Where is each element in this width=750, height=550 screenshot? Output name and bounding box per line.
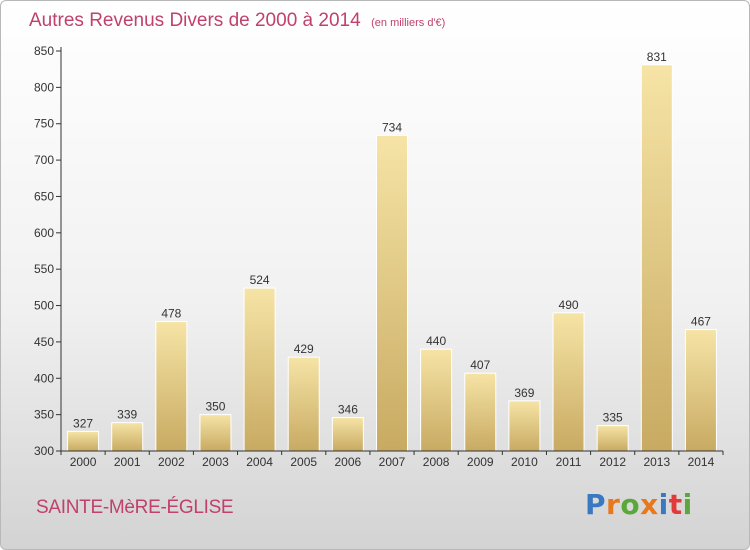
commune-name: SAINTE-MèRE-ÉGLISE	[36, 497, 234, 518]
bar	[287, 356, 320, 452]
x-tick-label: 2001	[114, 455, 141, 469]
logo-letter: i	[682, 488, 693, 521]
logo-letter: i	[658, 488, 669, 521]
x-tick-label: 2010	[511, 455, 538, 469]
bar	[596, 425, 629, 452]
x-tick-label: 2012	[599, 455, 626, 469]
logo-letter: x	[640, 488, 659, 521]
y-tick-label: 350	[34, 408, 54, 422]
bar	[684, 329, 717, 452]
y-tick-label: 400	[34, 371, 54, 385]
bar	[155, 321, 188, 452]
chart-title: Autres Revenus Divers de 2000 à 2014 (en…	[29, 10, 445, 32]
bar	[640, 64, 673, 452]
data-label: 831	[647, 50, 667, 64]
proxiti-logo[interactable]: Proxiti	[585, 488, 693, 521]
data-label: 467	[691, 315, 711, 329]
y-tick-label: 550	[34, 262, 54, 276]
data-label: 407	[470, 358, 490, 372]
data-label: 490	[559, 298, 579, 312]
data-label: 327	[73, 416, 93, 430]
bar	[67, 430, 100, 452]
data-label: 339	[117, 408, 137, 422]
logo-letter: o	[620, 488, 641, 521]
title-main: Autres Revenus Divers de 2000 à 2014	[29, 10, 361, 31]
x-tick-label: 2004	[246, 455, 273, 469]
bar	[464, 372, 497, 452]
logo-letter: r	[606, 488, 621, 521]
y-tick-label: 500	[34, 299, 54, 313]
x-tick-label: 2013	[643, 455, 670, 469]
bar	[243, 287, 276, 452]
x-tick-label: 2011	[556, 455, 582, 469]
y-tick-label: 700	[34, 153, 54, 167]
bar	[331, 417, 364, 452]
x-tick-label: 2006	[335, 455, 362, 469]
y-tick-label: 850	[34, 44, 54, 58]
bar	[111, 422, 144, 452]
x-tick-label: 2002	[158, 455, 185, 469]
data-label: 335	[603, 411, 623, 425]
x-tick-label: 2000	[70, 455, 97, 469]
data-label: 734	[382, 120, 402, 134]
x-tick-label: 2009	[467, 455, 494, 469]
bar	[376, 134, 408, 452]
y-tick-label: 800	[34, 80, 54, 94]
data-label: 478	[161, 307, 181, 321]
data-label: 346	[338, 403, 358, 417]
x-tick-label: 2005	[290, 455, 317, 469]
x-tick-label: 2014	[688, 455, 715, 469]
logo-letter: t	[668, 488, 683, 521]
y-tick-label: 600	[34, 226, 54, 240]
bar	[199, 414, 232, 452]
data-label: 429	[294, 342, 314, 356]
y-tick-label: 300	[34, 444, 54, 458]
x-tick-label: 2007	[379, 455, 406, 469]
bar	[420, 348, 453, 452]
y-tick-label: 750	[34, 117, 54, 131]
x-tick-label: 2003	[202, 455, 229, 469]
bar	[508, 400, 541, 452]
y-tick-label: 450	[34, 335, 54, 349]
data-label: 369	[514, 386, 534, 400]
y-tick-label: 650	[34, 189, 54, 203]
data-label: 440	[426, 334, 446, 348]
title-unit-note: (en milliers d'€)	[371, 17, 446, 29]
logo-letter: P	[585, 488, 607, 521]
data-label: 524	[250, 273, 270, 287]
x-tick-label: 2008	[423, 455, 450, 469]
data-label: 350	[205, 400, 225, 414]
bar	[552, 312, 585, 452]
